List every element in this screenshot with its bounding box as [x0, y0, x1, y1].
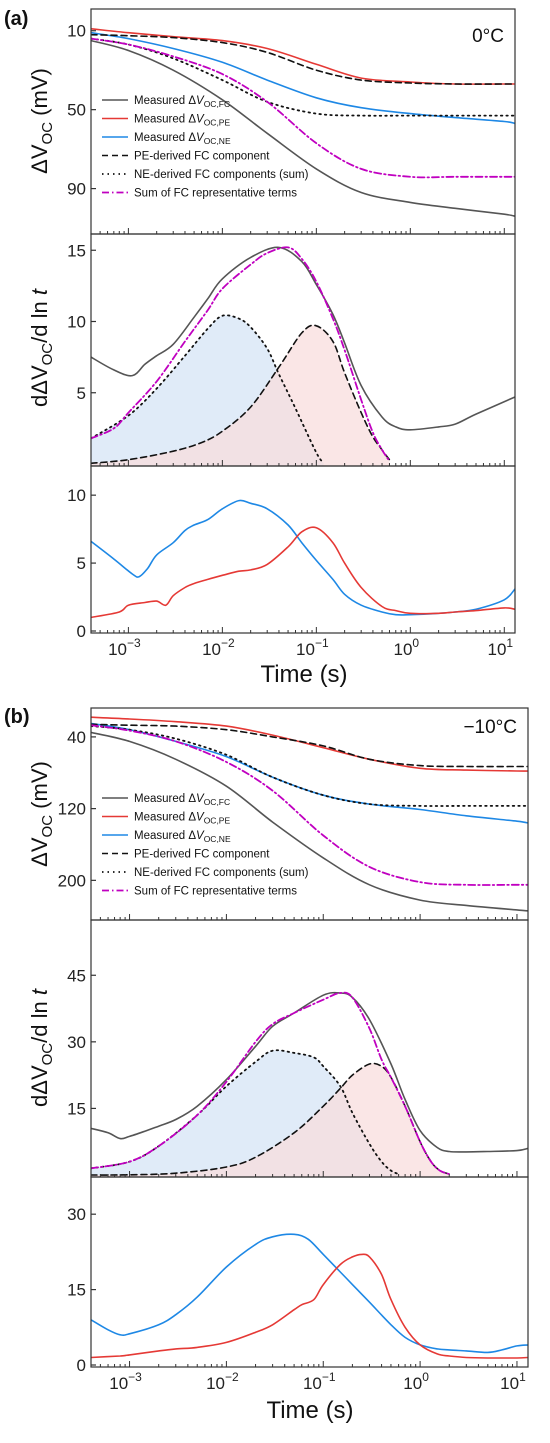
x-tick-label-b-0: 10−3: [109, 1370, 142, 1393]
panel-a-axes: 10 50 90 5 10 15 0 5 10 10−3 10−2 10−1 100 101: [67, 8, 516, 659]
x-tick-label-b-2: 10−1: [303, 1370, 336, 1393]
temperature-label-b: −10°C: [463, 717, 517, 738]
series-a-dVoc-measured-v-oc-ne: [91, 31, 515, 125]
legend-label-a-4: NE-derived FC components (sum): [134, 169, 309, 181]
legend-label-a-5: Sum of FC representative terms: [134, 188, 297, 200]
series-a-dlnt_fc-pe-derived-fc-component: [91, 324, 391, 465]
x-tick-label-b-1: 10−2: [206, 1370, 239, 1393]
y-tick-label-a-dVoc-2: 90: [67, 180, 86, 199]
series-b-dVoc-ne-derived-fc-components-sum: [91, 725, 528, 807]
y-axis-title-b-mid: dΔVOC/d ln t: [27, 988, 56, 1107]
legend-label-b-1: Measured ΔVOC,PE: [134, 812, 230, 826]
series-b-dlnt_electrodes-measured-v-oc-pe: [91, 1253, 528, 1359]
legend-b: Measured ΔVOC,FC Measured ΔVOC,PE Measured…: [102, 793, 309, 898]
panel-label-a: (a): [4, 8, 28, 30]
panel-a-series: [91, 28, 515, 619]
series-b-dVoc-measured-v-oc-ne: [91, 722, 528, 824]
y-tick-label-b-dlnt_electrodes-0: 0: [77, 1356, 86, 1375]
series-a-dlnt_fc-measured-v-oc-fc: [91, 246, 515, 431]
series-a-dVoc-ne-derived-fc-components-sum: [91, 37, 515, 117]
subplot-b-dlnt_electrodes: [91, 1233, 528, 1359]
legend-a: Measured ΔVOC,FC Measured ΔVOC,PE Measured…: [102, 95, 309, 200]
subplot-b-dVoc: [91, 716, 528, 912]
y-tick-label-b-dlnt_electrodes-2: 30: [67, 1205, 86, 1224]
subplot-b-dlnt_fc: [91, 991, 528, 1177]
y-tick-label-b-dlnt_fc-1: 30: [67, 1033, 86, 1052]
y-tick-label-a-dlnt_electrodes-1: 5: [77, 554, 86, 573]
panel-b-series: [91, 716, 528, 1359]
legend-label-a-1: Measured ΔVOC,PE: [134, 114, 230, 128]
subplot-a-dlnt_electrodes: [91, 499, 515, 619]
legend-label-b-3: PE-derived FC component: [134, 849, 270, 861]
series-a-dVoc-pe-derived-fc-component: [91, 33, 515, 85]
series-a-dlnt_fc-sum-of-fc-representative-terms: [91, 246, 391, 462]
y-tick-label-a-dlnt_electrodes-0: 0: [77, 622, 86, 641]
x-tick-label-b-4: 101: [500, 1370, 526, 1393]
x-tick-label-a-2: 10−1: [296, 636, 329, 659]
y-tick-label-a-dlnt_fc-0: 5: [77, 384, 86, 403]
y-tick-label-b-dVoc-2: 200: [58, 871, 86, 890]
series-b-dlnt_fc-measured-v-oc-fc: [91, 991, 528, 1153]
series-b-dlnt_fc-sum-of-fc-representative-terms: [91, 991, 451, 1175]
series-b-dVoc-sum-of-fc-representative-terms: [91, 724, 528, 886]
panel-b-axes: 40 120 200 15 30 45 0 15 30 10−3 10−2 10−1 100 101: [58, 707, 529, 1393]
pe-component-area: [91, 325, 390, 466]
y-tick-label-b-dVoc-0: 40: [67, 728, 86, 747]
legend-label-a-2: Measured ΔVOC,NE: [134, 132, 231, 146]
y-axis-title-a-top: ΔVOC (mV): [27, 68, 56, 174]
y-tick-label-b-dlnt_fc-2: 45: [67, 966, 86, 985]
x-tick-label-a-4: 101: [487, 636, 513, 659]
y-tick-label-a-dlnt_fc-2: 15: [67, 241, 86, 260]
y-tick-label-b-dVoc-1: 120: [58, 800, 86, 819]
panel-b: (b) −10°C 40 120 200 15 30 45 0 15 30 10−3 10−2 10−…: [4, 706, 529, 1424]
x-tick-label-b-3: 100: [403, 1370, 429, 1393]
y-tick-label-a-dlnt_electrodes-2: 10: [67, 486, 86, 505]
series-a-dVoc-measured-v-oc-fc: [91, 39, 515, 217]
subplot-a-dVoc: [91, 28, 515, 217]
pe-component-area: [91, 1063, 450, 1177]
y-axis-title-b-top: ΔVOC (mV): [27, 761, 56, 867]
plot-frame-a-dlnt_electrodes: [90, 465, 516, 634]
series-a-dlnt_electrodes-measured-v-oc-ne: [91, 499, 515, 616]
subplot-a-dlnt_fc: [91, 246, 515, 466]
series-b-dVoc-measured-v-oc-fc: [91, 731, 528, 912]
legend-label-b-2: Measured ΔVOC,NE: [134, 830, 231, 844]
y-tick-label-b-dlnt_fc-0: 15: [67, 1099, 86, 1118]
series-b-dVoc-measured-v-oc-pe: [91, 716, 528, 772]
y-axis-title-a-mid: dΔVOC/d ln t: [27, 288, 56, 407]
series-b-dVoc-pe-derived-fc-component: [91, 723, 528, 768]
series-b-dlnt_electrodes-measured-v-oc-ne: [91, 1233, 528, 1354]
panel-label-b: (b): [4, 706, 30, 728]
legend-label-b-4: NE-derived FC components (sum): [134, 867, 309, 879]
y-tick-label-b-dlnt_electrodes-1: 15: [67, 1281, 86, 1300]
x-axis-title-b: Time (s): [266, 1397, 353, 1424]
legend-label-a-0: Measured ΔVOC,FC: [134, 95, 230, 109]
series-a-dlnt_electrodes-measured-v-oc-pe: [91, 526, 515, 619]
x-tick-label-a-3: 100: [394, 636, 420, 659]
x-tick-label-a-0: 10−3: [108, 636, 141, 659]
y-tick-label-a-dVoc-1: 50: [67, 101, 86, 120]
x-tick-label-a-1: 10−2: [202, 636, 235, 659]
plot-frame-b-dlnt_electrodes: [90, 1176, 529, 1368]
legend-label-b-5: Sum of FC representative terms: [134, 886, 297, 898]
legend-label-b-0: Measured ΔVOC,FC: [134, 793, 230, 807]
series-a-dVoc-sum-of-fc-representative-terms: [91, 37, 515, 179]
x-axis-title-a: Time (s): [260, 661, 347, 688]
y-tick-label-a-dVoc-0: 10: [67, 22, 86, 41]
legend-label-a-3: PE-derived FC component: [134, 151, 270, 163]
series-b-dlnt_fc-ne-derived-fc-components-sum: [91, 1049, 400, 1175]
temperature-label-a: 0°C: [472, 26, 504, 47]
series-a-dlnt_fc-ne-derived-fc-components-sum: [91, 314, 325, 465]
y-tick-label-a-dlnt_fc-1: 10: [67, 313, 86, 332]
